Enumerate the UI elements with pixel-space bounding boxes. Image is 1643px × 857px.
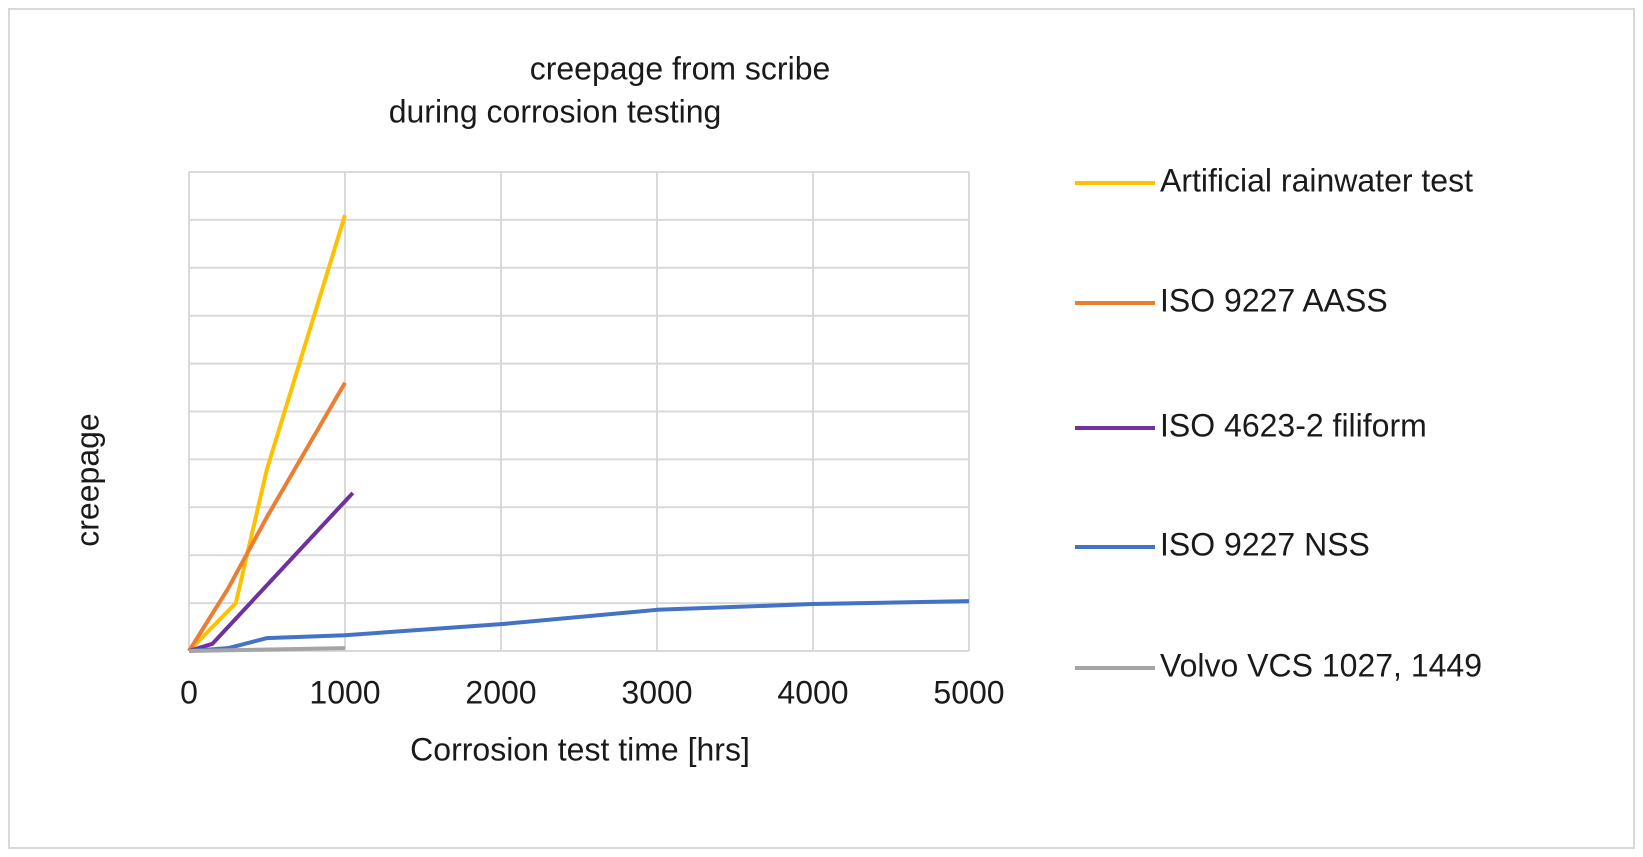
data-line xyxy=(188,646,346,653)
x-tick-label: 5000 xyxy=(933,674,1004,710)
chart-title: creepage from scribe xyxy=(530,50,831,86)
data-line xyxy=(188,599,970,653)
legend-label: ISO 9227 AASS xyxy=(1160,282,1388,318)
x-tick-label: 1000 xyxy=(309,674,380,710)
data-line xyxy=(187,214,347,653)
chart-title: during corrosion testing xyxy=(389,93,722,129)
data-line xyxy=(187,381,347,653)
x-tick-label: 2000 xyxy=(465,674,536,710)
x-axis-label: Corrosion test time [hrs] xyxy=(410,731,750,767)
x-tick-label: 4000 xyxy=(777,674,848,710)
y-axis-label: creepage xyxy=(69,413,105,546)
legend-label: ISO 9227 NSS xyxy=(1160,526,1370,562)
x-tick-label: 3000 xyxy=(621,674,692,710)
legend-label: Artificial rainwater test xyxy=(1160,162,1473,198)
legend-label: Volvo VCS 1027, 1449 xyxy=(1160,647,1482,683)
legend-label: ISO 4623-2 filiform xyxy=(1160,407,1427,443)
x-tick-label: 0 xyxy=(180,674,198,710)
